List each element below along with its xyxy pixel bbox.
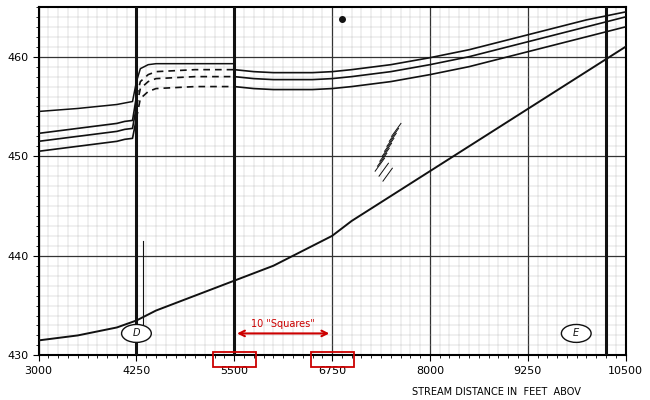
Text: 10 "Squares": 10 "Squares": [252, 320, 315, 330]
Bar: [311, 352, 354, 367]
Text: D: D: [133, 328, 140, 338]
Ellipse shape: [122, 324, 151, 342]
Ellipse shape: [562, 324, 591, 342]
Bar: [213, 352, 256, 367]
Text: E: E: [573, 328, 579, 338]
Text: STREAM DISTANCE IN  FEET  ABOV: STREAM DISTANCE IN FEET ABOV: [412, 387, 581, 397]
